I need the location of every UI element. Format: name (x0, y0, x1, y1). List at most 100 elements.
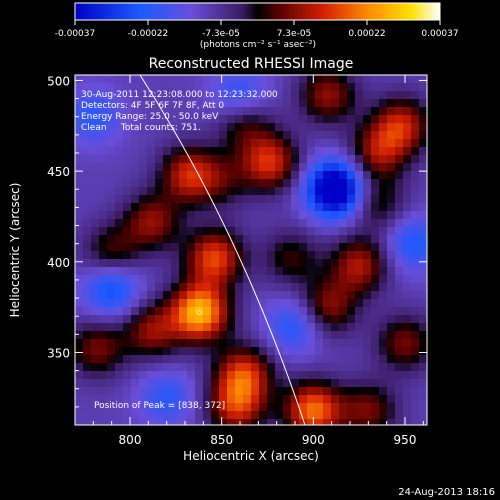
heatmap-cell (243, 131, 252, 140)
heatmap-cell (131, 83, 140, 92)
heatmap-cell (75, 371, 84, 380)
heatmap-cell (379, 147, 388, 156)
heatmap-cell (187, 347, 196, 356)
heatmap-cell (75, 235, 84, 244)
footer-date: 24-Aug-2013 18:16 (398, 487, 495, 498)
heatmap-cell (195, 331, 204, 340)
heatmap-cell (107, 227, 116, 236)
heatmap-cell (163, 411, 172, 420)
heatmap-cell (275, 83, 284, 92)
heatmap-cell (147, 107, 156, 116)
heatmap-cell (283, 251, 292, 260)
heatmap-cell (379, 155, 388, 164)
heatmap-cell (267, 99, 276, 108)
heatmap-cell (331, 355, 340, 364)
heatmap-cell (363, 331, 372, 340)
heatmap-cell (371, 275, 380, 284)
heatmap-cell (267, 187, 276, 196)
heatmap-cell (107, 243, 116, 252)
heatmap-cell (403, 99, 412, 108)
heatmap-cell (163, 371, 172, 380)
heatmap-cell (411, 131, 420, 140)
heatmap-cell (99, 91, 108, 100)
heatmap-cell (259, 163, 268, 172)
heatmap-cell (91, 219, 100, 228)
heatmap-cell (155, 211, 164, 220)
heatmap-cell (251, 235, 260, 244)
heatmap-cell (99, 267, 108, 276)
heatmap-cell (355, 163, 364, 172)
heatmap-cell (227, 107, 236, 116)
heatmap-cell (179, 355, 188, 364)
heatmap-cell (179, 371, 188, 380)
heatmap-cell (275, 323, 284, 332)
heatmap-cell (107, 235, 116, 244)
heatmap-cell (227, 83, 236, 92)
heatmap-cell (91, 115, 100, 124)
heatmap-cell (227, 411, 236, 420)
heatmap-cell (307, 395, 316, 404)
heatmap-cell (299, 107, 308, 116)
heatmap-cell (219, 371, 228, 380)
heatmap-cell (387, 155, 396, 164)
heatmap-cell (91, 379, 100, 388)
heatmap-cell (355, 275, 364, 284)
heatmap-cell (235, 99, 244, 108)
heatmap-cell (379, 75, 388, 84)
heatmap-cell (411, 419, 420, 425)
heatmap-cell (131, 203, 140, 212)
heatmap-cell (331, 219, 340, 228)
heatmap-cell (83, 107, 92, 116)
heatmap-cell (195, 219, 204, 228)
heatmap-cell (147, 315, 156, 324)
heatmap-cell (195, 347, 204, 356)
heatmap-cell (195, 123, 204, 132)
heatmap-cell (123, 227, 132, 236)
heatmap-cell (163, 203, 172, 212)
heatmap-cell (203, 123, 212, 132)
heatmap-cell (315, 163, 324, 172)
heatmap-cell (331, 139, 340, 148)
heatmap-cell (307, 291, 316, 300)
heatmap-cell (259, 251, 268, 260)
heatmap-cell (371, 419, 380, 425)
heatmap-cell (171, 315, 180, 324)
heatmap-cell (307, 315, 316, 324)
heatmap-cell (307, 371, 316, 380)
heatmap-cell (251, 99, 260, 108)
heatmap-cell (219, 275, 228, 284)
heatmap-cell (331, 371, 340, 380)
heatmap-cell (323, 355, 332, 364)
heatmap-cell (203, 171, 212, 180)
heatmap-cell (267, 139, 276, 148)
heatmap-cell (387, 139, 396, 148)
heatmap-cell (75, 267, 84, 276)
heatmap-cell (235, 171, 244, 180)
heatmap-cell (211, 219, 220, 228)
heatmap-cell (339, 187, 348, 196)
heatmap-cell (339, 355, 348, 364)
heatmap-cell (291, 227, 300, 236)
heatmap-cell (179, 243, 188, 252)
heatmap-cell (331, 171, 340, 180)
heatmap-cell (235, 379, 244, 388)
heatmap-cell (291, 259, 300, 268)
heatmap-cell (259, 107, 268, 116)
heatmap-cell (291, 187, 300, 196)
heatmap-cell (187, 219, 196, 228)
heatmap-cell (251, 203, 260, 212)
heatmap-cell (195, 243, 204, 252)
heatmap-cell (75, 323, 84, 332)
heatmap-cell (123, 171, 132, 180)
heatmap-cell (107, 75, 116, 84)
heatmap-cell (283, 83, 292, 92)
heatmap-cell (99, 315, 108, 324)
heatmap-cell (75, 395, 84, 404)
heatmap-cell (219, 107, 228, 116)
heatmap-cell (179, 347, 188, 356)
heatmap-cell (195, 283, 204, 292)
heatmap-cell (123, 251, 132, 260)
x-axis-label: Heliocentric X (arcsec) (183, 449, 319, 463)
heatmap-cell (363, 155, 372, 164)
heatmap-cell (395, 355, 404, 364)
